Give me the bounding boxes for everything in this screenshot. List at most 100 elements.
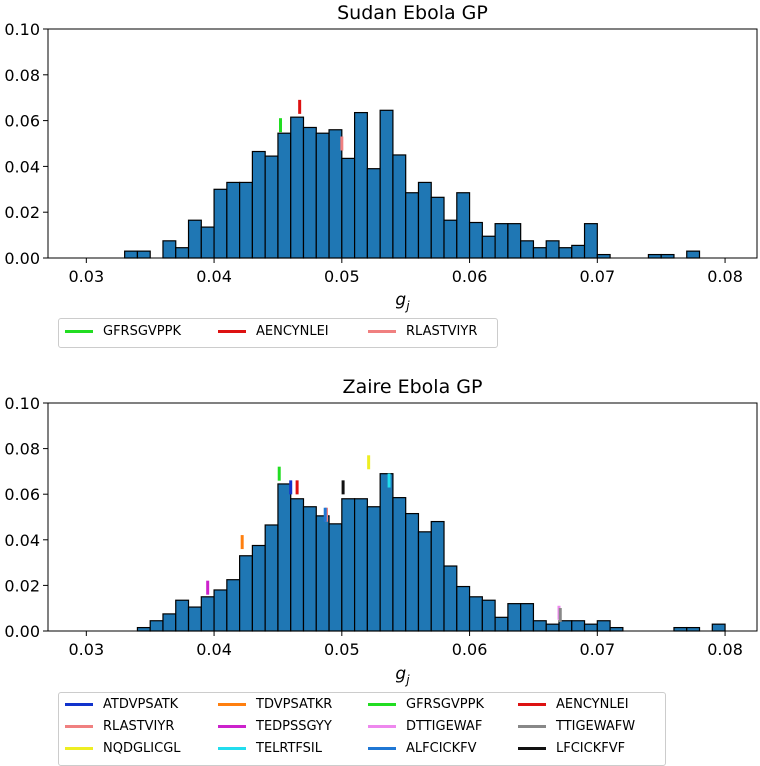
legend-item: TEDPSSGYY xyxy=(218,718,332,736)
x-tick-label: 0.06 xyxy=(452,267,488,286)
histogram-bar xyxy=(264,155,279,259)
legend-item: DTTIGEWAF xyxy=(368,718,482,736)
legend-swatch xyxy=(218,330,246,333)
histogram-bar xyxy=(520,240,535,259)
y-tick-label: 0.10 xyxy=(4,20,40,39)
histogram-bar xyxy=(187,606,202,632)
y-tick-label: 0.00 xyxy=(4,249,40,268)
histogram-bar xyxy=(213,589,228,632)
x-tick-label: 0.08 xyxy=(707,267,743,286)
y-tick-label: 0.04 xyxy=(4,157,40,176)
histogram-bar xyxy=(647,253,662,259)
histogram-bar xyxy=(392,497,407,632)
histogram-bar xyxy=(341,157,356,259)
histogram-bar xyxy=(507,603,522,632)
legend-label: TDVPSATKR xyxy=(256,697,333,712)
x-tick-label: 0.05 xyxy=(324,640,360,659)
y-tick-label: 0.02 xyxy=(4,203,40,222)
x-axis-label: gj xyxy=(395,290,410,313)
histogram-bar xyxy=(162,613,177,632)
histogram-bar xyxy=(596,620,611,632)
histogram-bar xyxy=(149,620,164,632)
histogram-bar xyxy=(532,247,547,259)
histogram-bar xyxy=(456,192,471,259)
histogram-bar xyxy=(136,250,151,259)
chart-title: Zaire Ebola GP xyxy=(343,376,483,398)
legend-swatch xyxy=(65,330,93,333)
x-tick-label: 0.07 xyxy=(580,640,616,659)
legend-item: GFRSGVPPK xyxy=(65,323,181,341)
histogram-bar xyxy=(379,109,394,259)
histogram-bar xyxy=(456,585,471,632)
y-tick-label: 0.10 xyxy=(4,394,40,413)
legend-label: TELRTFSIL xyxy=(256,741,323,756)
histogram-bar xyxy=(290,498,305,632)
legend-item: RLASTVIYR xyxy=(65,718,174,736)
histogram-bar xyxy=(226,579,241,632)
legend-label: DTTIGEWAF xyxy=(406,719,483,734)
x-tick-label: 0.06 xyxy=(452,640,488,659)
histogram-bar xyxy=(443,219,458,259)
x-tick-label: 0.05 xyxy=(324,267,360,286)
legend-label: RLASTVIYR xyxy=(406,324,478,339)
histogram-bar xyxy=(328,523,343,632)
histogram-bar xyxy=(417,531,432,632)
histogram-bar xyxy=(392,154,407,259)
chart-title: Sudan Ebola GP xyxy=(337,2,488,24)
legend-label: NQDGLICGL xyxy=(103,741,181,756)
legend-swatch xyxy=(518,747,546,750)
histogram-bar xyxy=(468,221,483,259)
histogram-bar xyxy=(277,483,292,632)
legend-item: AENCYNLEI xyxy=(218,323,329,341)
histogram-bar xyxy=(571,620,586,632)
legend-label: AENCYNLEI xyxy=(556,697,629,712)
histogram-bar xyxy=(596,253,611,259)
histogram-bar xyxy=(686,626,701,632)
histogram-bar xyxy=(302,506,317,632)
histogram-bar xyxy=(558,247,573,259)
histogram-bar xyxy=(290,116,305,259)
histogram-bar xyxy=(494,616,509,632)
histogram-bar xyxy=(405,192,420,259)
y-tick-label: 0.06 xyxy=(4,485,40,504)
histogram-bar xyxy=(366,168,381,259)
histogram-bar xyxy=(609,626,624,632)
histogram-bar xyxy=(239,181,253,259)
x-axis-label: gj xyxy=(395,664,410,687)
histogram-bar xyxy=(200,596,215,632)
legend-swatch xyxy=(218,747,246,750)
legend-item: TELRTFSIL xyxy=(218,740,322,758)
legend-swatch xyxy=(368,747,396,750)
histogram-bar xyxy=(251,544,266,632)
histogram-bar xyxy=(162,240,177,259)
legend-label: TEDPSSGYY xyxy=(256,719,332,734)
legend-label: LFCICKFVF xyxy=(556,741,626,756)
histogram-bar xyxy=(507,223,522,259)
legend-swatch xyxy=(65,725,93,728)
y-tick-label: 0.08 xyxy=(4,440,40,459)
histogram-bar xyxy=(468,596,483,632)
histogram-bar xyxy=(532,620,547,632)
histogram-bar xyxy=(494,223,509,259)
legend-label: GFRSGVPPK xyxy=(103,324,182,339)
x-axis-label-subscript: j xyxy=(404,673,410,687)
legend-swatch xyxy=(65,747,93,750)
x-axis-label-subscript: j xyxy=(404,299,410,313)
legend-label: TTIGEWAFW xyxy=(556,719,636,734)
histogram-bar xyxy=(686,250,701,259)
legend-item: TTIGEWAFW xyxy=(518,718,635,736)
histogram-bar xyxy=(405,512,420,632)
histogram-bar xyxy=(175,247,190,259)
histogram-bar xyxy=(302,126,317,259)
y-tick-label: 0.04 xyxy=(4,531,40,550)
y-tick-label: 0.06 xyxy=(4,112,40,131)
y-tick-label: 0.08 xyxy=(4,66,40,85)
plot-frame xyxy=(47,402,758,632)
histogram-bar xyxy=(226,181,241,259)
histogram-bar xyxy=(660,253,675,259)
histogram-bar xyxy=(264,524,279,632)
histogram-bar xyxy=(430,196,445,259)
histogram-bar xyxy=(353,111,368,259)
legend-label: AENCYNLEI xyxy=(256,324,329,339)
